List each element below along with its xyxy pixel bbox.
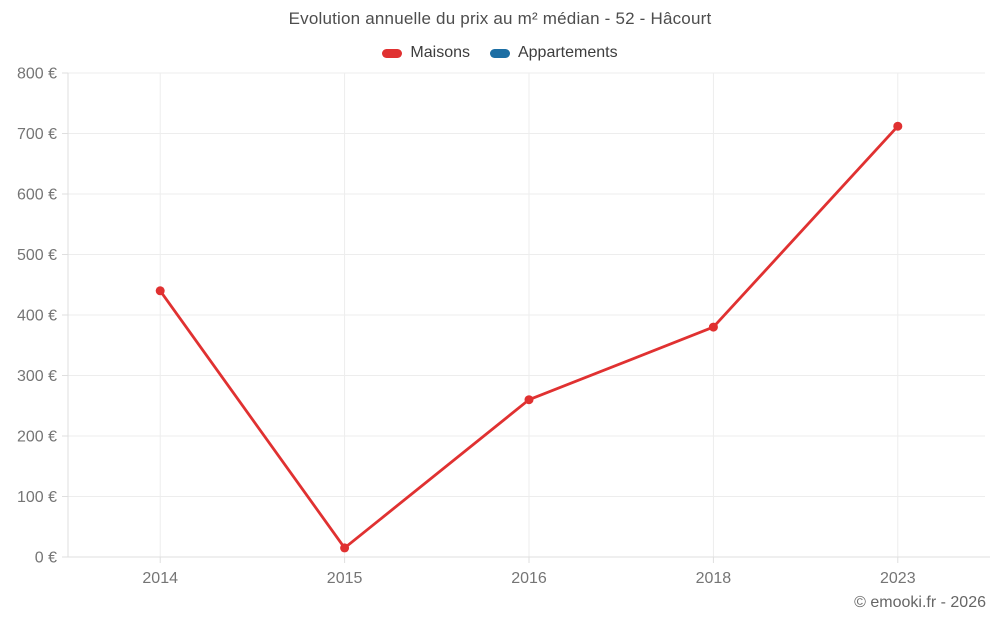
- legend-label-appartements: Appartements: [517, 44, 618, 61]
- data-point-maisons-2018[interactable]: [708, 322, 718, 332]
- footer-credit: © emooki.fr - 2026: [854, 594, 986, 611]
- x-axis-label: 2023: [880, 570, 916, 587]
- y-axis-label: 200 €: [17, 429, 57, 446]
- x-axis-label: 2016: [511, 570, 547, 587]
- appartements-swatch-icon: [489, 48, 510, 58]
- y-axis-label: 300 €: [17, 368, 57, 385]
- x-axis-label: 2015: [327, 570, 363, 587]
- chart-legend: Maisons Appartements: [0, 44, 1000, 62]
- x-axis-label: 2014: [142, 570, 178, 587]
- y-axis-label: 0 €: [35, 550, 57, 567]
- y-axis-label: 100 €: [17, 489, 57, 506]
- y-axis-label: 700 €: [17, 126, 57, 143]
- y-axis-label: 600 €: [17, 187, 57, 204]
- data-point-maisons-2015[interactable]: [340, 543, 350, 553]
- legend-label-maisons: Maisons: [410, 44, 470, 61]
- legend-item-maisons[interactable]: Maisons: [382, 44, 470, 62]
- data-point-maisons-2016[interactable]: [524, 395, 534, 405]
- x-axis-label: 2018: [696, 570, 732, 587]
- chart-title: Evolution annuelle du prix au m² médian …: [288, 9, 712, 28]
- y-axis-label: 500 €: [17, 247, 57, 264]
- data-point-maisons-2023[interactable]: [893, 121, 903, 131]
- maisons-swatch-icon: [382, 48, 403, 58]
- legend-item-appartements[interactable]: Appartements: [489, 44, 618, 62]
- y-axis-label: 800 €: [17, 66, 57, 83]
- y-axis-label: 400 €: [17, 308, 57, 325]
- data-point-maisons-2014[interactable]: [155, 286, 165, 296]
